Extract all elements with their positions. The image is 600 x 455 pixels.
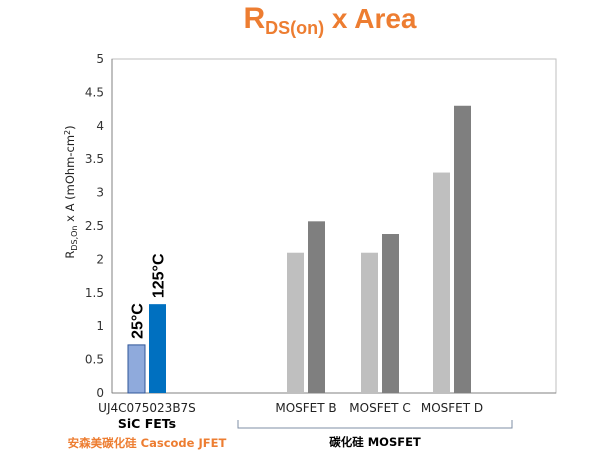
- y-tick-labels: 0 0.5 1 1.5 2 2.5 3 3.5 4 4.5 5: [85, 52, 104, 400]
- plot-area-frame: [111, 58, 557, 394]
- y-axis-label-superscript: 2: [63, 130, 72, 135]
- bars: [127, 105, 471, 394]
- bar-mosfet-c-25c: [361, 252, 378, 393]
- sic-cascode-jfet-label: 安森美碳化硅 Cascode JFET: [68, 436, 227, 450]
- y-tick-label: 1: [96, 319, 104, 333]
- y-tick-label: 3: [96, 186, 104, 200]
- category-label-mosfet-d: MOSFET D: [421, 401, 483, 415]
- y-tick-label: 5: [96, 52, 104, 66]
- y-tick-label: 0.5: [85, 353, 104, 367]
- y-axis-label-subscript: DS,On: [70, 225, 79, 250]
- bar-mosfet-d-125c: [454, 105, 471, 393]
- category-labels: UJ4C075023B7S MOSFET B MOSFET C MOSFET D: [98, 401, 483, 415]
- bar-mosfet-b-25c: [287, 252, 304, 393]
- chart-title: RDS(on) x Area: [243, 2, 416, 38]
- chart-title-subscript: DS(on): [265, 18, 324, 38]
- category-label-uj4c075023b7s: UJ4C075023B7S: [98, 401, 196, 415]
- bar-mosfet-b-125c: [308, 221, 325, 393]
- y-axis-label-rest: x A (mOhm-cm: [63, 135, 77, 226]
- y-tick-label: 4: [96, 119, 104, 133]
- sic-fets-label: SiC FETs: [118, 416, 176, 431]
- category-label-mosfet-c: MOSFET C: [349, 401, 410, 415]
- y-axis-label-end: ): [63, 125, 77, 130]
- bar-mosfet-d-25c: [433, 172, 450, 393]
- series-label-25c: 25°C: [130, 303, 147, 339]
- y-axis-label: RDS,On x A (mOhm-cm2): [63, 125, 79, 258]
- chart-title-rest: x Area: [324, 3, 417, 34]
- y-tick-label: 4.5: [85, 85, 104, 99]
- bar-uj4c075023b7s-25c: [127, 344, 146, 394]
- y-tick-label: 2.5: [85, 219, 104, 233]
- bar-uj4c075023b7s-125c: [149, 304, 166, 393]
- chart-title-main: R: [243, 2, 265, 35]
- mosfet-group-bracket: [237, 420, 513, 429]
- y-tick-label: 1.5: [85, 286, 104, 300]
- y-tick-label: 0: [96, 386, 104, 400]
- series-label-125c: 125°C: [151, 253, 168, 298]
- bar-mosfet-c-125c: [382, 234, 399, 393]
- y-axis-label-main: R: [63, 251, 77, 259]
- sic-mosfet-label: 碳化硅 MOSFET: [329, 435, 421, 449]
- category-label-mosfet-b: MOSFET B: [275, 401, 336, 415]
- y-tick-label: 3.5: [85, 152, 104, 166]
- y-tick-label: 2: [96, 252, 104, 266]
